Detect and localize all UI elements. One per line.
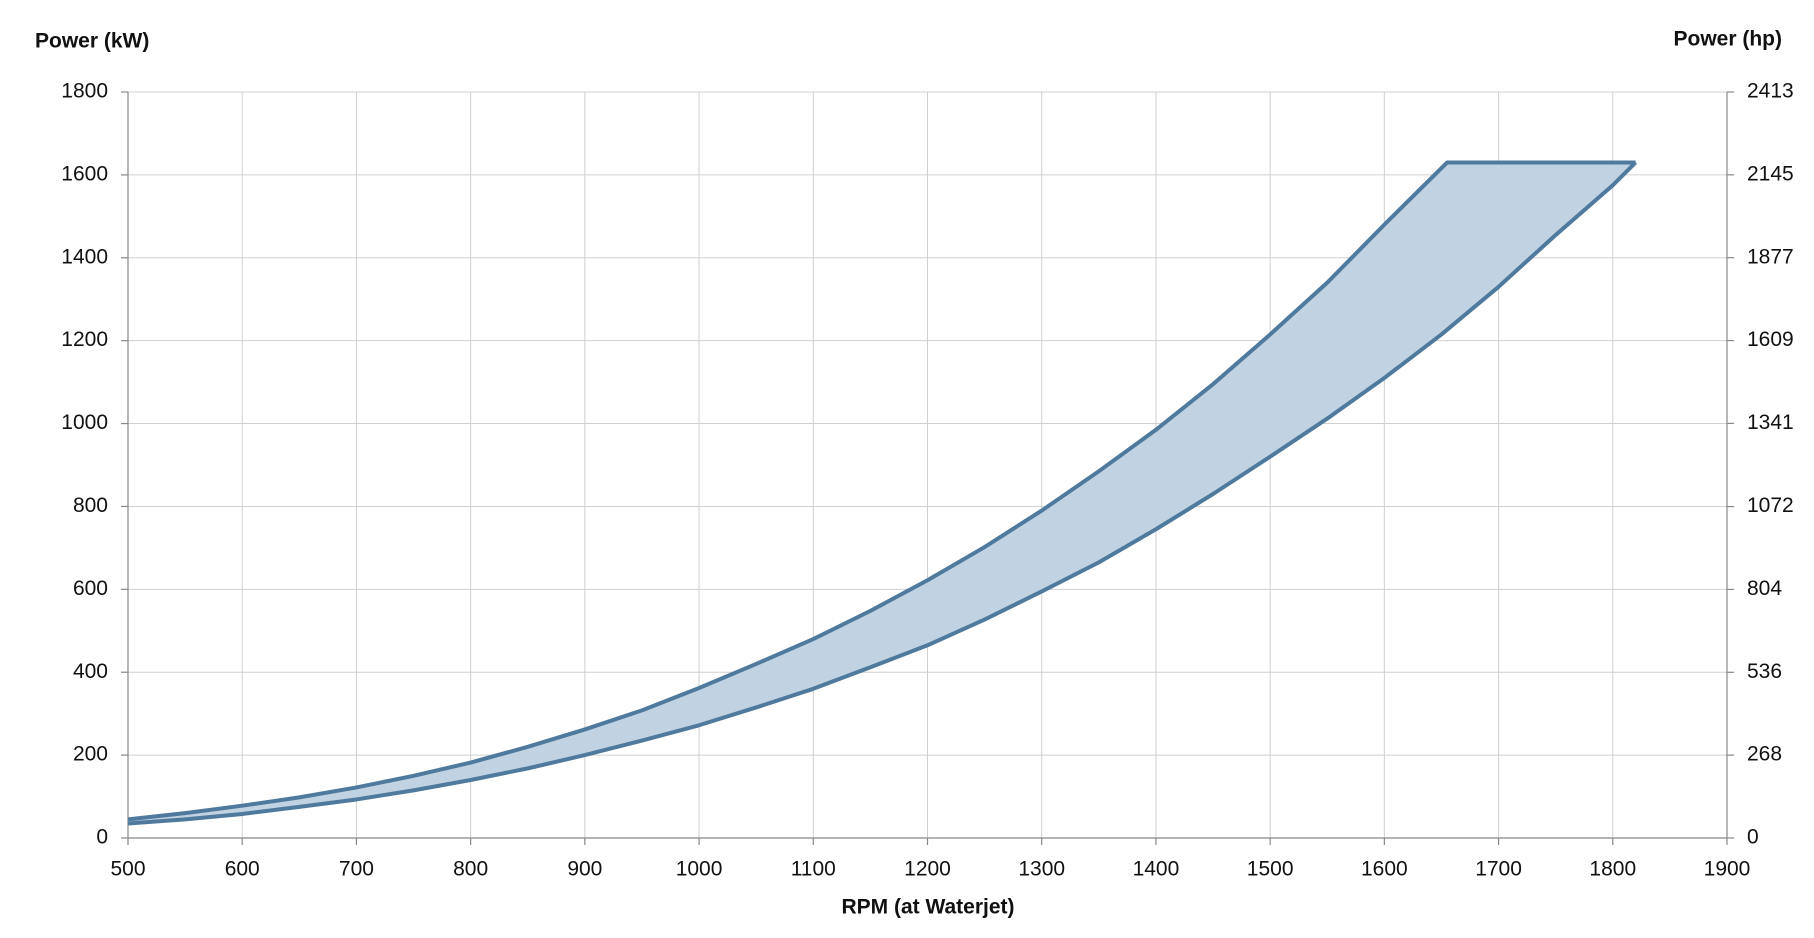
x-tick-label: 1300 [1018, 858, 1065, 881]
x-tick-label: 500 [110, 858, 145, 881]
y2-tick-label: 2413 [1747, 80, 1794, 103]
x-axis-title: RPM (at Waterjet) [841, 896, 1014, 919]
x-tick-label: 1000 [676, 858, 723, 881]
y-tick-label: 1600 [61, 162, 108, 185]
x-tick-label: 1900 [1704, 858, 1751, 881]
y2-tick-label: 2145 [1747, 162, 1794, 185]
y-axis-title: Power (kW) [35, 30, 149, 53]
y-tick-label: 400 [73, 660, 108, 683]
y2-tick-label: 268 [1747, 743, 1782, 766]
x-tick-label: 1400 [1133, 858, 1180, 881]
y2-tick-label: 1609 [1747, 328, 1794, 351]
x-tick-label: 600 [225, 858, 260, 881]
x-tick-label: 800 [453, 858, 488, 881]
y2-tick-label: 536 [1747, 660, 1782, 683]
y2-tick-label: 1341 [1747, 411, 1794, 434]
y2-tick-label: 804 [1747, 577, 1782, 600]
y2-tick-label: 1072 [1747, 494, 1794, 517]
y-tick-label: 1000 [61, 411, 108, 434]
x-tick-label: 1200 [904, 858, 951, 881]
band-fill [128, 162, 1636, 824]
y-tick-label: 0 [96, 826, 108, 849]
x-tick-label: 900 [567, 858, 602, 881]
x-tick-label: 700 [339, 858, 374, 881]
y-tick-label: 1200 [61, 328, 108, 351]
y2-tick-label: 0 [1747, 826, 1759, 849]
x-tick-label: 1100 [791, 858, 836, 881]
y2-tick-label: 1877 [1747, 245, 1794, 268]
y-tick-label: 800 [73, 494, 108, 517]
x-tick-label: 1600 [1361, 858, 1408, 881]
x-tick-label: 1500 [1247, 858, 1294, 881]
line [127, 161, 1638, 826]
y2-axis-title: Power (hp) [1674, 28, 1783, 51]
line [127, 160, 1636, 822]
x-tick-label: 1700 [1475, 858, 1522, 881]
y-tick-label: 1800 [61, 80, 108, 103]
y-tick-label: 1400 [61, 245, 108, 268]
y-tick-label: 600 [73, 577, 108, 600]
x-tick-label: 1800 [1589, 858, 1636, 881]
y-tick-label: 200 [73, 743, 108, 766]
